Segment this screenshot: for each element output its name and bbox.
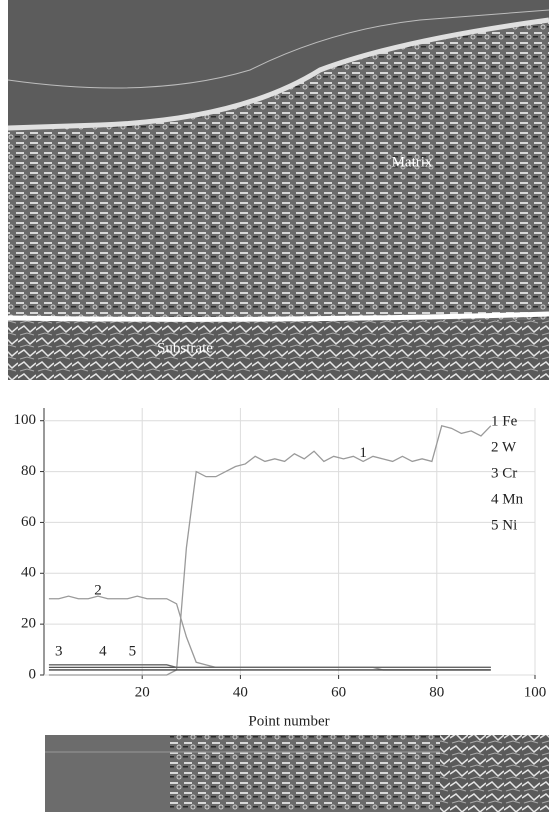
x-tick-label: 20 bbox=[135, 684, 150, 700]
x-tick-label: 100 bbox=[524, 684, 547, 700]
annotation: 2 bbox=[94, 583, 102, 599]
x-axis-label: Point number bbox=[248, 713, 329, 729]
annotation: 3 bbox=[55, 644, 63, 660]
x-tick-label: 80 bbox=[429, 684, 444, 700]
y-tick-label: 40 bbox=[21, 565, 36, 581]
legend-entry: 5 Ni bbox=[491, 517, 517, 533]
y-tick-label: 20 bbox=[21, 616, 36, 632]
data-line bbox=[48, 664, 491, 669]
data-line bbox=[48, 595, 491, 671]
annotation: 4 bbox=[99, 644, 107, 660]
legend-entry: 2 W bbox=[491, 439, 517, 455]
data-line bbox=[48, 425, 492, 676]
y-tick-label: 0 bbox=[29, 666, 37, 682]
legend-entry: 4 Mn bbox=[491, 491, 524, 507]
y-tick-label: 60 bbox=[21, 514, 36, 530]
legend-entry: 1 Fe bbox=[491, 413, 518, 429]
annotation: 5 bbox=[129, 644, 137, 660]
x-tick-label: 60 bbox=[331, 684, 346, 700]
image-label: Substrate bbox=[157, 340, 213, 356]
sem-image-bottom bbox=[45, 735, 549, 812]
annotation: 1 bbox=[359, 445, 367, 461]
sem-image-top bbox=[7, 0, 550, 380]
legend-entry: 3 Cr bbox=[491, 465, 517, 481]
y-tick-label: 80 bbox=[21, 463, 36, 479]
image-label: Matrix bbox=[392, 154, 433, 170]
y-tick-label: 100 bbox=[14, 412, 37, 428]
x-tick-label: 40 bbox=[233, 684, 248, 700]
